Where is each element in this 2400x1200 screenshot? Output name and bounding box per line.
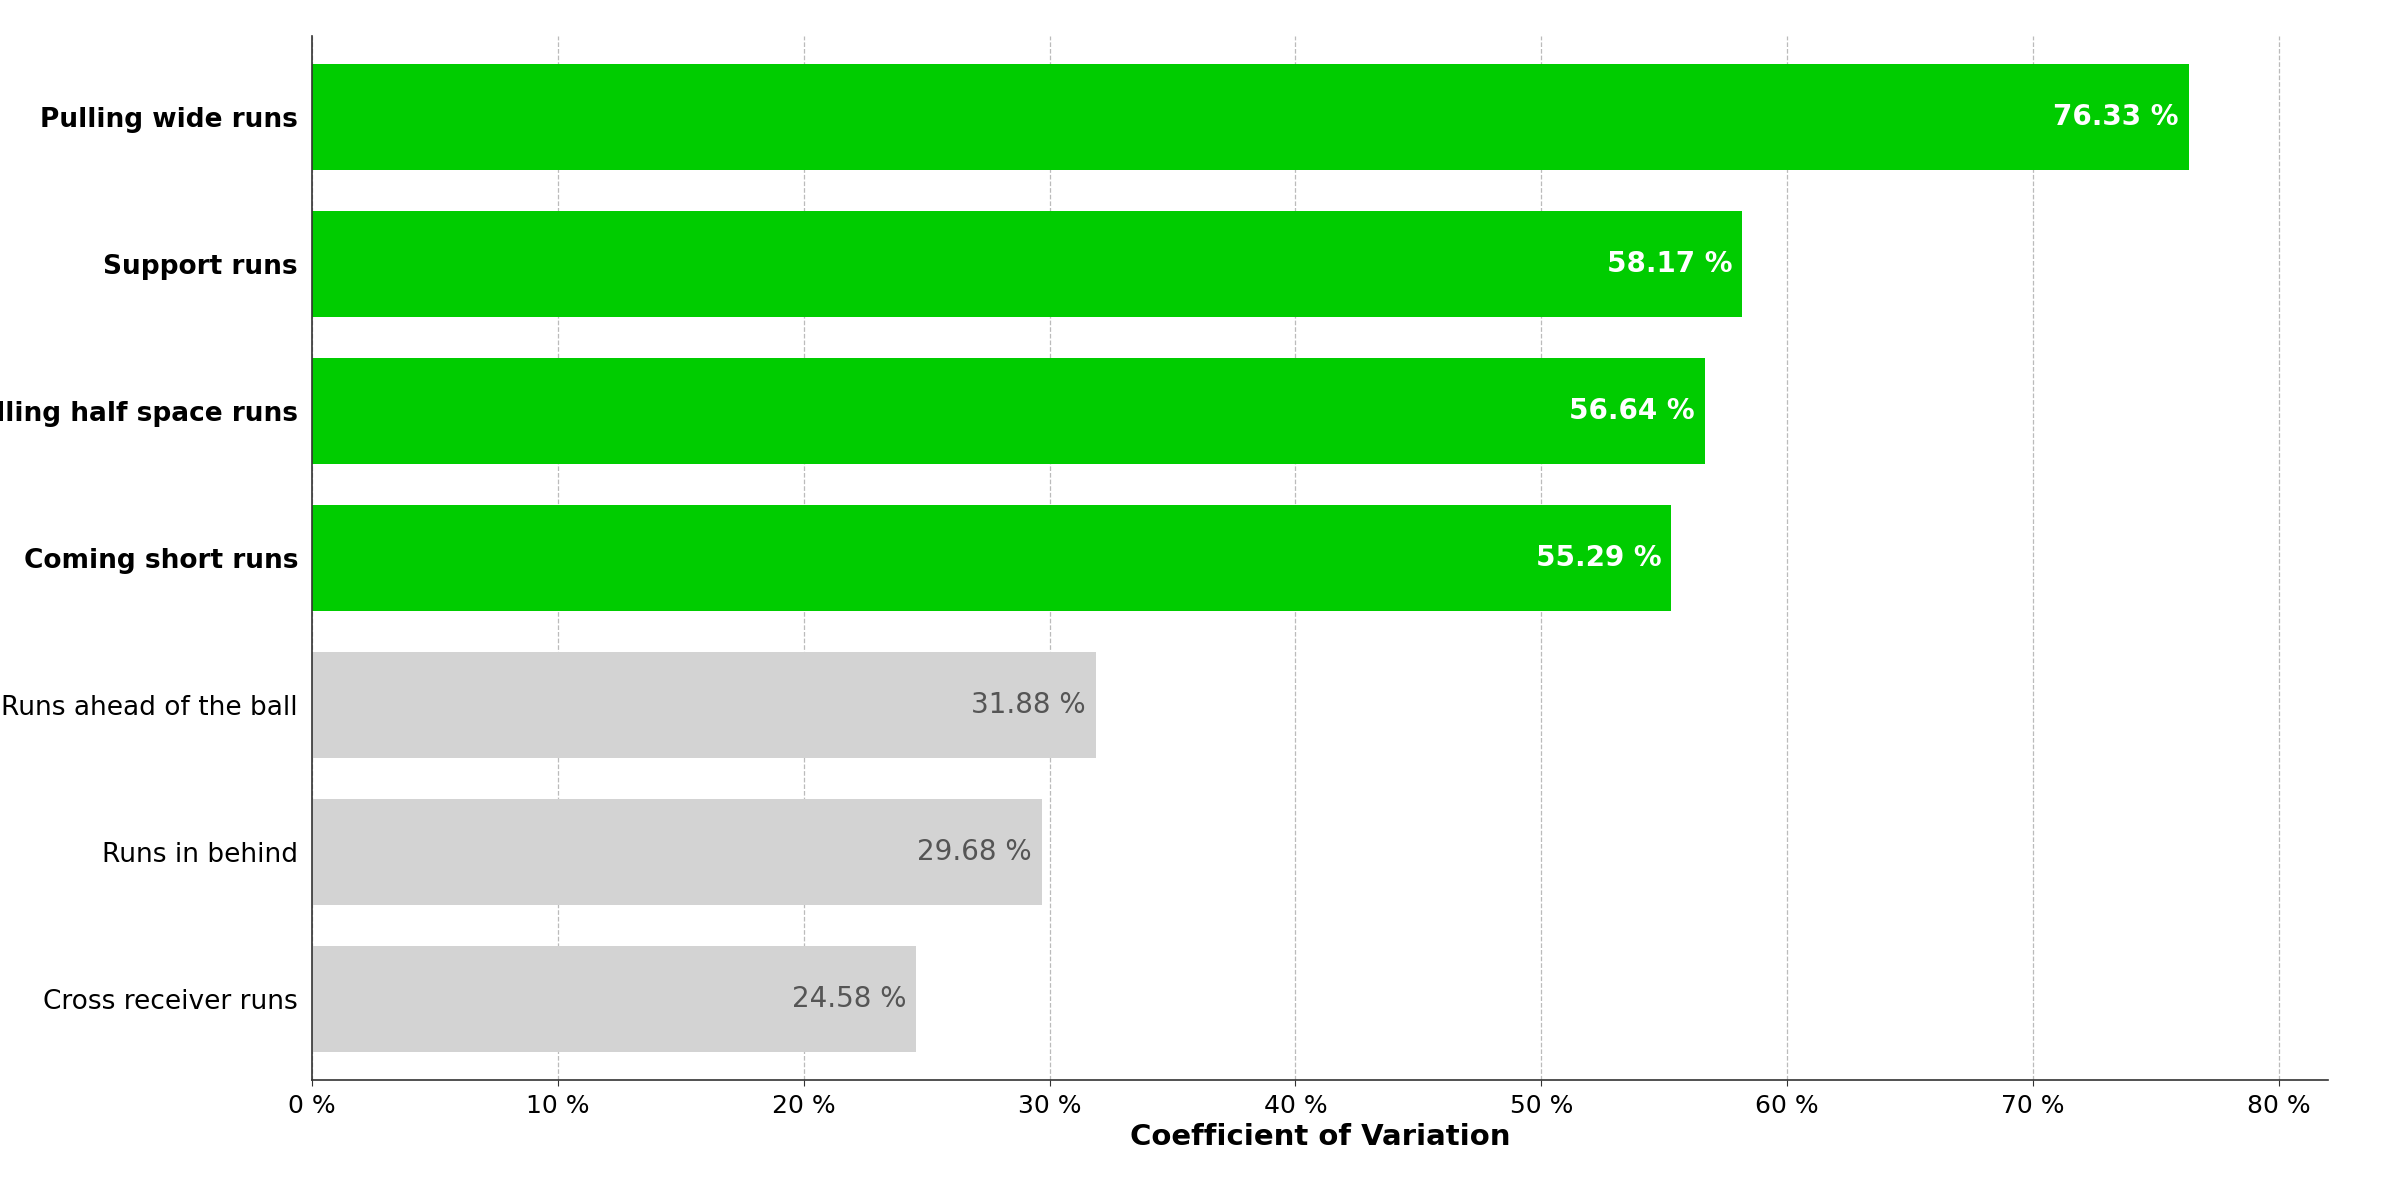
- Text: 58.17 %: 58.17 %: [1606, 250, 1733, 278]
- Text: 55.29 %: 55.29 %: [1536, 544, 1661, 572]
- Text: 76.33 %: 76.33 %: [2054, 103, 2179, 131]
- Bar: [312, 358, 1704, 464]
- Bar: [312, 64, 2189, 170]
- Text: 56.64 %: 56.64 %: [1570, 397, 1694, 425]
- Bar: [312, 505, 1670, 611]
- Text: 24.58 %: 24.58 %: [792, 985, 907, 1013]
- Bar: [312, 211, 1742, 317]
- Bar: [312, 799, 1042, 905]
- Text: 29.68 %: 29.68 %: [917, 838, 1032, 866]
- Bar: [312, 652, 1097, 758]
- Bar: [312, 946, 917, 1052]
- X-axis label: Coefficient of Variation: Coefficient of Variation: [1130, 1123, 1510, 1152]
- Text: 31.88 %: 31.88 %: [972, 691, 1085, 719]
